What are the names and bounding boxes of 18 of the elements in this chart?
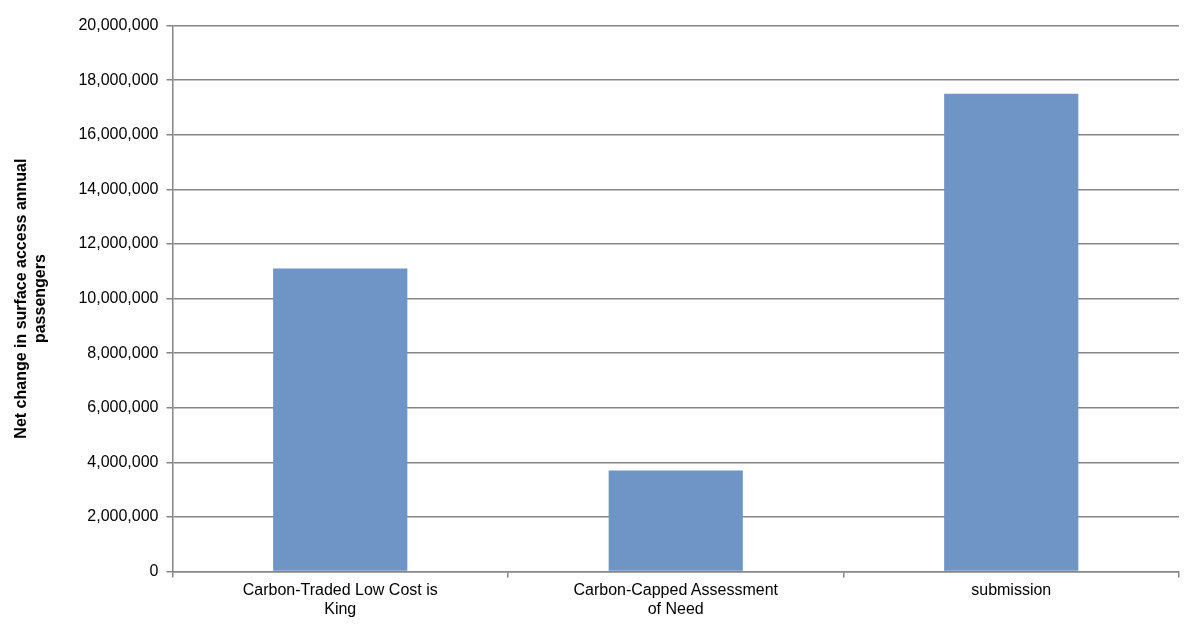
y-tick-label: 0: [149, 562, 159, 580]
bar: [944, 93, 1079, 571]
y-tick-label: 18,000,000: [78, 70, 159, 88]
y-axis-title: Net change in surface access annual passengers: [12, 158, 49, 439]
x-tick-label: Carbon-Capped Assessment of Need: [573, 580, 779, 617]
y-tick-label: 2,000,000: [87, 507, 159, 525]
x-tick-label: Carbon-Traded Low Cost is King: [242, 580, 438, 617]
y-tick-label: 4,000,000: [87, 452, 159, 470]
x-tick-label: submission: [971, 580, 1052, 598]
y-tick-label: 10,000,000: [78, 289, 159, 307]
y-tick-label: 8,000,000: [87, 343, 159, 361]
y-tick-label: 14,000,000: [78, 179, 159, 197]
y-tick-label: 6,000,000: [87, 398, 159, 416]
bar: [273, 268, 408, 571]
y-tick-label: 20,000,000: [78, 16, 159, 34]
y-tick-label: 12,000,000: [78, 234, 159, 252]
y-tick-label: 16,000,000: [78, 125, 159, 143]
bar: [608, 470, 743, 571]
